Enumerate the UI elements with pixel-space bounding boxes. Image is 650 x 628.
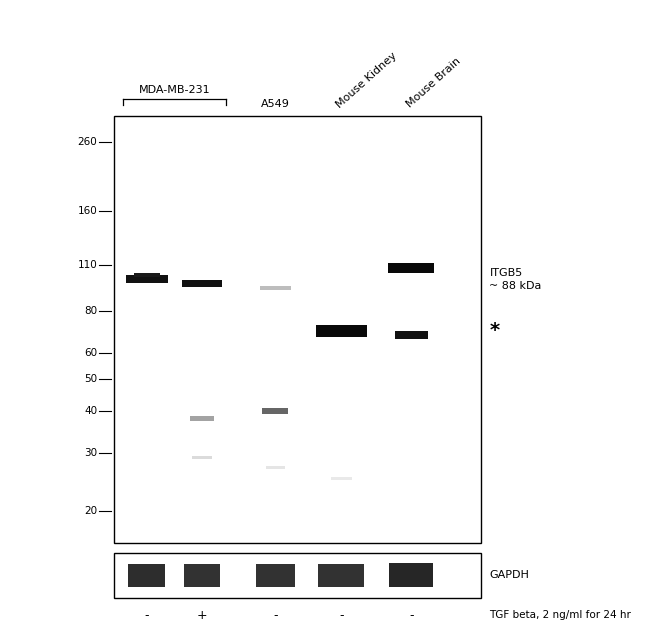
Text: ITGB5
~ 88 kDa: ITGB5 ~ 88 kDa <box>489 268 542 291</box>
Text: +: + <box>196 609 207 622</box>
Text: GAPDH: GAPDH <box>489 570 529 580</box>
Text: A549: A549 <box>261 99 290 109</box>
Text: 30: 30 <box>84 448 98 458</box>
Text: 20: 20 <box>84 506 98 516</box>
Text: MDA-MB-231: MDA-MB-231 <box>138 85 210 95</box>
Text: -: - <box>273 609 278 622</box>
Text: Mouse Brain: Mouse Brain <box>404 57 463 110</box>
Text: *: * <box>489 321 500 340</box>
Text: Mouse Kidney: Mouse Kidney <box>335 50 399 110</box>
Text: 50: 50 <box>84 374 98 384</box>
Text: 160: 160 <box>78 207 98 217</box>
Text: -: - <box>144 609 149 622</box>
Text: 110: 110 <box>78 261 98 271</box>
Text: TGF beta, 2 ng/ml for 24 hr: TGF beta, 2 ng/ml for 24 hr <box>489 610 631 620</box>
Text: 40: 40 <box>84 406 98 416</box>
Text: 60: 60 <box>84 348 98 358</box>
Text: -: - <box>409 609 413 622</box>
Text: 260: 260 <box>78 136 98 146</box>
Text: 80: 80 <box>84 306 98 317</box>
Text: -: - <box>339 609 344 622</box>
